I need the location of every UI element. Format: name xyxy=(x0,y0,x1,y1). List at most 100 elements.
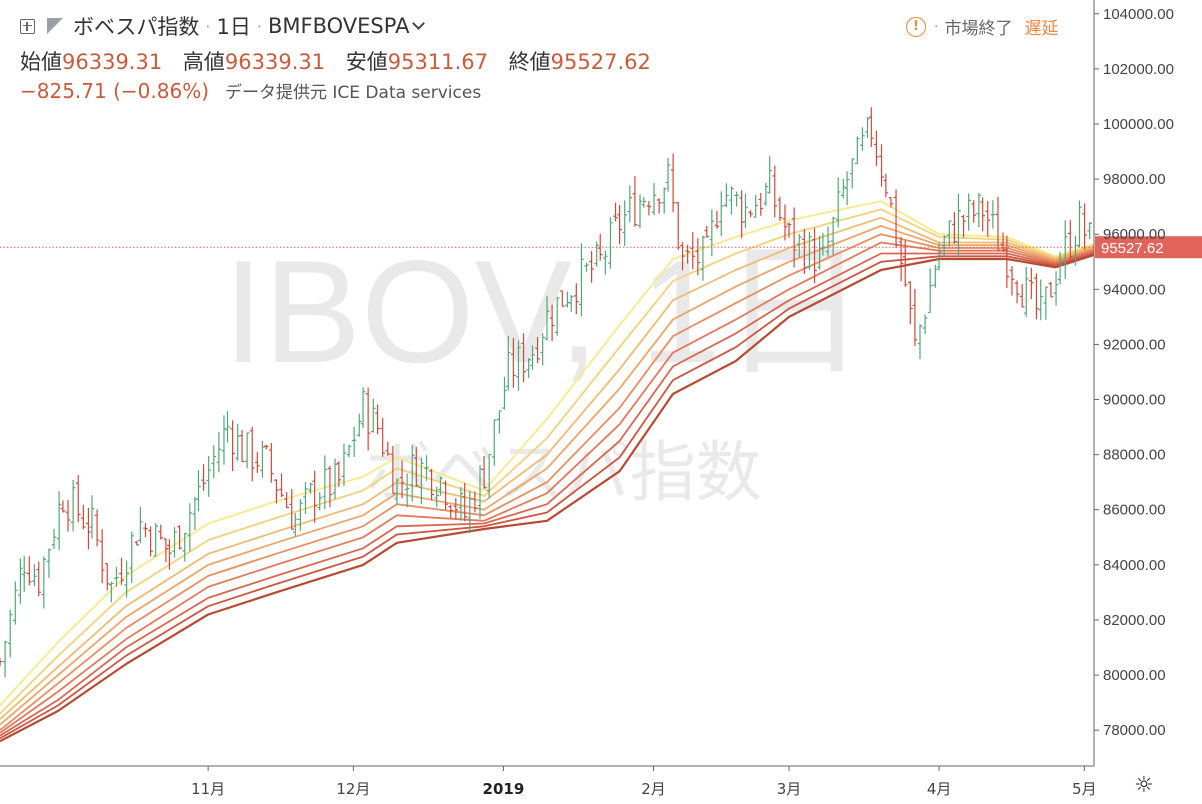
price-tick-label: 100000.00 xyxy=(1103,116,1174,133)
ribbon-line-8 xyxy=(0,252,1095,740)
ribbon-line-6 xyxy=(0,241,1095,734)
settings-gear-icon[interactable]: ☼ xyxy=(1134,773,1154,798)
price-bar xyxy=(70,479,76,532)
price-bar xyxy=(883,173,889,198)
price-bar xyxy=(327,466,333,508)
price-bar xyxy=(976,192,982,228)
time-tick-label: 12月 xyxy=(336,780,370,798)
exchange-symbol[interactable]: BMFBOVESPA xyxy=(267,14,410,38)
price-bar xyxy=(225,411,230,443)
price-bar xyxy=(481,455,487,489)
symbol-name[interactable]: ボベスパ指数 xyxy=(73,15,200,39)
price-bar xyxy=(835,177,841,228)
price-bar xyxy=(680,241,685,271)
price-bar xyxy=(893,189,899,249)
price-bar xyxy=(341,443,347,486)
price-bar xyxy=(651,182,657,216)
price-bar xyxy=(849,158,855,189)
price-bar xyxy=(404,473,410,508)
price-bar xyxy=(767,155,772,194)
flag-icon[interactable] xyxy=(47,18,63,34)
interval-label[interactable]: 1日 xyxy=(216,15,251,39)
time-axis[interactable]: 11月 12月 2019 2月 3月 4月 5月 xyxy=(0,765,1097,798)
price-bar xyxy=(568,295,574,312)
price-bar xyxy=(129,531,135,583)
price-axis[interactable]: 78000.00 80000.00 82000.00 84000.00 86000.00… xyxy=(1093,0,1174,766)
price-bar xyxy=(2,640,8,678)
ribbon-line-3 xyxy=(0,216,1095,720)
price-bar xyxy=(734,191,739,207)
price-bar xyxy=(1004,235,1010,289)
price-bar xyxy=(608,217,613,269)
ohlc-row: 始値96339.31 高値96339.31 安値95311.67 終値95527… xyxy=(20,46,665,76)
time-tick-label: 2月 xyxy=(641,780,666,798)
price-bar xyxy=(390,445,396,495)
price-bar xyxy=(56,491,62,551)
price-bar xyxy=(632,176,638,227)
price-bar xyxy=(289,489,295,530)
price-bar xyxy=(505,336,511,391)
price-bar xyxy=(182,532,188,562)
price-bar xyxy=(292,513,298,537)
price-bar xyxy=(124,560,129,598)
price-tick-label: 88000.00 xyxy=(1103,447,1166,464)
price-bar xyxy=(613,202,618,222)
price-bar xyxy=(89,495,95,539)
price-bar xyxy=(462,482,468,522)
price-tick-label: 104000.00 xyxy=(1103,6,1174,23)
price-bar xyxy=(690,232,696,270)
last-price-label: 95527.62 xyxy=(1101,240,1164,257)
price-bar xyxy=(961,214,966,238)
price-bar xyxy=(1038,279,1044,321)
price-bar xyxy=(1082,203,1087,250)
price-bar xyxy=(535,337,540,364)
price-bar xyxy=(825,226,831,257)
price-bar xyxy=(511,338,516,388)
price-bar xyxy=(922,314,928,334)
price-bar xyxy=(434,486,440,508)
price-bar xyxy=(46,548,52,578)
price-bar xyxy=(941,235,947,257)
market-status: ! · 市場終了 遅延 xyxy=(906,14,1058,39)
price-bar xyxy=(486,453,492,499)
price-bar xyxy=(844,171,850,206)
price-bar xyxy=(912,289,918,347)
price-bar xyxy=(163,538,169,563)
price-bar xyxy=(724,183,729,208)
price-bar xyxy=(589,251,594,283)
price-bar xyxy=(380,418,385,457)
price-bar xyxy=(414,446,419,487)
chevron-down-icon[interactable] xyxy=(412,16,426,30)
price-bar xyxy=(472,491,478,513)
ribbon-line-5 xyxy=(0,233,1095,731)
price-bar xyxy=(36,561,42,597)
expand-icon[interactable] xyxy=(20,18,35,34)
price-bar xyxy=(438,476,443,496)
price-bar xyxy=(196,470,201,512)
market-closed-label: 市場終了 xyxy=(944,19,1013,39)
price-bar xyxy=(1019,284,1025,308)
symbol-row: ボベスパ指数 · 1日 · BMFBOVESPA xyxy=(20,13,426,39)
price-bar xyxy=(748,210,753,218)
price-bar xyxy=(51,528,57,549)
price-bar xyxy=(980,197,985,232)
price-bar xyxy=(385,441,391,456)
price-bar xyxy=(1034,273,1039,320)
price-bar xyxy=(221,415,227,465)
price-bar xyxy=(1068,220,1073,261)
price-bar xyxy=(574,283,579,315)
price-bar xyxy=(458,487,464,521)
price-bar xyxy=(860,127,865,151)
delayed-label[interactable]: 遅延 xyxy=(1024,19,1059,39)
close-value: 95527.62 xyxy=(550,50,651,74)
price-bar xyxy=(796,233,802,258)
price-bar xyxy=(874,130,879,166)
price-bar xyxy=(622,200,628,246)
price-bar xyxy=(365,387,371,451)
alert-icon[interactable]: ! xyxy=(906,16,926,37)
price-bar xyxy=(104,563,110,591)
price-bar xyxy=(617,204,622,245)
price-bar xyxy=(946,220,952,247)
time-tick-label: 2019 xyxy=(483,780,525,798)
